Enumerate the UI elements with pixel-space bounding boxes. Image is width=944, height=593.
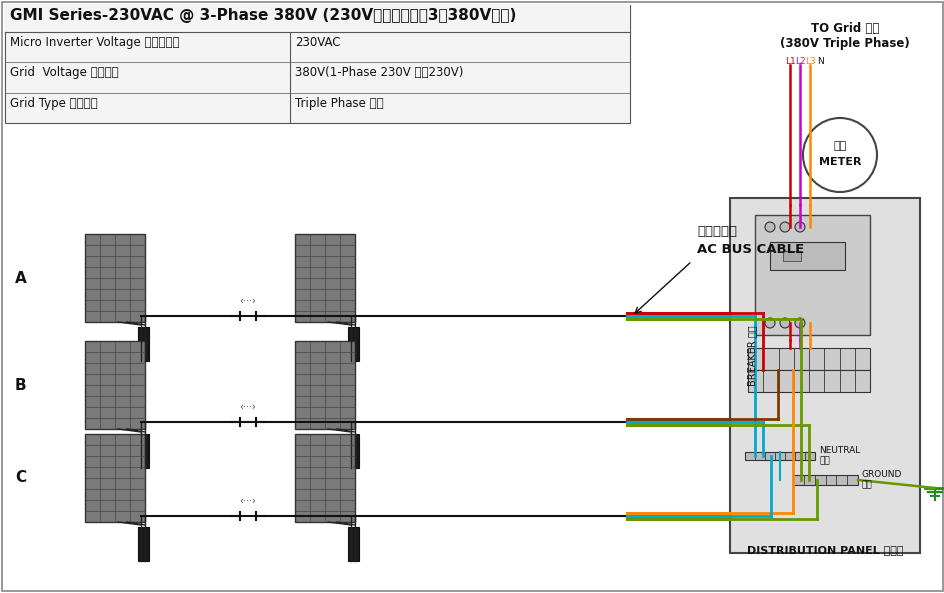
Circle shape [794, 222, 804, 232]
Bar [295, 234, 355, 322]
Circle shape [802, 118, 876, 192]
Circle shape [765, 318, 774, 328]
Bar [347, 434, 358, 468]
Bar [138, 527, 148, 561]
Bar [138, 434, 148, 468]
Text: TO Grid 电网
(380V Triple Phase): TO Grid 电网 (380V Triple Phase) [780, 22, 909, 50]
Circle shape [779, 222, 789, 232]
Text: 电表: 电表 [833, 141, 846, 151]
Bar [783, 251, 801, 261]
Text: ‹···›: ‹···› [240, 496, 256, 506]
Text: 交流主电罕: 交流主电罕 [697, 225, 736, 238]
Text: Triple Phase 三相: Triple Phase 三相 [295, 97, 383, 110]
Text: C: C [15, 470, 26, 486]
Text: L1: L1 [784, 57, 795, 66]
Text: Micro Inverter Voltage 逆变器电压: Micro Inverter Voltage 逆变器电压 [10, 36, 179, 49]
Text: AC BUS CABLE: AC BUS CABLE [697, 243, 803, 256]
Text: Grid  Voltage 电网电压: Grid Voltage 电网电压 [10, 66, 119, 79]
Text: 230VAC: 230VAC [295, 36, 340, 49]
Bar [85, 434, 144, 522]
Text: NEUTRAL
零线: NEUTRAL 零线 [818, 447, 859, 466]
Text: BREAKER 开关: BREAKER 开关 [746, 325, 756, 386]
Text: L3: L3 [803, 57, 815, 66]
Text: GROUND
接地: GROUND 接地 [861, 470, 902, 490]
Text: B: B [15, 378, 26, 393]
Bar [792, 475, 857, 485]
Text: METER: METER [818, 157, 860, 167]
Bar [748, 348, 869, 370]
Bar [347, 327, 358, 361]
Circle shape [765, 222, 774, 232]
Text: L2: L2 [794, 57, 804, 66]
Bar [744, 452, 814, 460]
Circle shape [794, 318, 804, 328]
Text: DISTRIBUTION PANEL 接线盒: DISTRIBUTION PANEL 接线盒 [746, 545, 902, 555]
Text: A: A [15, 270, 26, 285]
Circle shape [779, 318, 789, 328]
Text: N: N [816, 57, 822, 66]
Bar [138, 327, 148, 361]
Bar [85, 341, 144, 429]
Text: GMI Series-230VAC @ 3-Phase 380V (230V逆变器安装在3相380V电网): GMI Series-230VAC @ 3-Phase 380V (230V逆变… [10, 8, 515, 23]
Bar [754, 215, 869, 335]
Bar [769, 242, 844, 270]
Bar [748, 370, 869, 392]
Bar [5, 5, 630, 32]
Bar [347, 527, 358, 561]
Bar [85, 234, 144, 322]
Text: Grid Type 电网类型: Grid Type 电网类型 [10, 97, 97, 110]
Bar [5, 5, 630, 123]
Text: ‹···›: ‹···› [240, 296, 256, 306]
Bar [295, 341, 355, 429]
Text: ‹···›: ‹···› [240, 402, 256, 412]
Bar [729, 198, 919, 553]
Bar [295, 434, 355, 522]
Text: 380V(1-Phase 230V 单相230V): 380V(1-Phase 230V 单相230V) [295, 66, 463, 79]
